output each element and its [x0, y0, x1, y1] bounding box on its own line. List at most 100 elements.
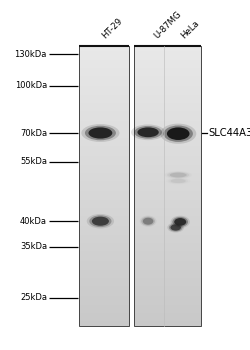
Bar — [79, 318, 129, 320]
Bar — [134, 88, 200, 89]
Bar — [79, 215, 129, 216]
Bar — [134, 65, 200, 66]
Bar — [134, 321, 200, 323]
Bar — [79, 237, 129, 239]
Text: 25kDa: 25kDa — [20, 293, 47, 302]
Bar — [79, 248, 129, 250]
Bar — [134, 139, 200, 141]
Bar — [134, 239, 200, 240]
Ellipse shape — [174, 218, 186, 226]
Bar — [79, 205, 129, 206]
Bar — [134, 150, 200, 152]
Bar — [134, 197, 200, 198]
Bar — [79, 202, 129, 204]
Ellipse shape — [163, 126, 192, 142]
Bar — [134, 256, 200, 257]
Text: 130kDa: 130kDa — [14, 50, 47, 59]
Bar — [79, 82, 129, 83]
Bar — [79, 141, 129, 142]
Bar — [134, 173, 200, 174]
Bar — [79, 117, 129, 118]
Bar — [79, 243, 129, 244]
Bar — [79, 94, 129, 96]
Bar — [79, 320, 129, 321]
Bar — [134, 236, 200, 237]
Bar — [134, 178, 200, 180]
Bar — [79, 61, 129, 62]
Bar — [134, 69, 200, 71]
Bar — [79, 152, 129, 153]
Bar — [134, 198, 200, 200]
Bar — [134, 316, 200, 317]
Bar — [79, 100, 129, 102]
Bar — [79, 116, 129, 117]
Bar — [134, 180, 200, 181]
Bar — [134, 181, 200, 183]
Bar — [79, 226, 129, 228]
Bar — [134, 194, 200, 195]
Bar — [134, 204, 200, 205]
Text: HeLa: HeLa — [178, 19, 200, 40]
Bar — [134, 46, 200, 326]
Bar — [79, 148, 129, 149]
Bar — [79, 110, 129, 111]
Bar — [134, 121, 200, 122]
Bar — [79, 127, 129, 128]
Bar — [79, 155, 129, 156]
Ellipse shape — [130, 125, 164, 140]
Bar — [79, 177, 129, 178]
Bar — [79, 183, 129, 184]
Bar — [134, 220, 200, 222]
Bar — [79, 316, 129, 317]
Bar — [134, 164, 200, 166]
Bar — [79, 162, 129, 163]
Bar — [134, 127, 200, 128]
Bar — [79, 166, 129, 167]
Bar — [134, 46, 200, 47]
Bar — [134, 261, 200, 262]
Bar — [134, 274, 200, 275]
Bar — [134, 92, 200, 93]
Bar — [79, 296, 129, 297]
Bar — [134, 172, 200, 173]
Text: HT-29: HT-29 — [100, 16, 124, 40]
Ellipse shape — [170, 179, 185, 183]
Bar — [79, 229, 129, 230]
Bar — [134, 318, 200, 320]
Bar — [134, 176, 200, 177]
Bar — [79, 118, 129, 120]
Bar — [79, 48, 129, 50]
Bar — [79, 124, 129, 125]
Bar — [79, 158, 129, 159]
Bar — [79, 131, 129, 132]
Bar — [79, 258, 129, 260]
Bar — [134, 71, 200, 72]
Bar — [134, 258, 200, 260]
Ellipse shape — [139, 216, 156, 227]
Ellipse shape — [84, 126, 116, 140]
Bar — [79, 214, 129, 215]
Bar — [79, 93, 129, 95]
Bar — [134, 57, 200, 58]
Bar — [79, 253, 129, 254]
Bar — [134, 97, 200, 99]
Bar — [79, 199, 129, 201]
Bar — [134, 132, 200, 134]
Bar — [134, 136, 200, 138]
Bar — [134, 66, 200, 68]
Bar — [79, 111, 129, 113]
Bar — [79, 262, 129, 264]
Bar — [79, 78, 129, 79]
Bar — [79, 197, 129, 198]
Text: 35kDa: 35kDa — [20, 242, 47, 251]
Bar — [79, 104, 129, 106]
Bar — [79, 208, 129, 209]
Bar — [134, 186, 200, 187]
Bar — [79, 128, 129, 130]
Bar — [79, 130, 129, 131]
Bar — [134, 96, 200, 97]
Bar — [134, 54, 200, 55]
Bar — [79, 304, 129, 306]
Ellipse shape — [170, 216, 189, 228]
Bar — [134, 271, 200, 272]
